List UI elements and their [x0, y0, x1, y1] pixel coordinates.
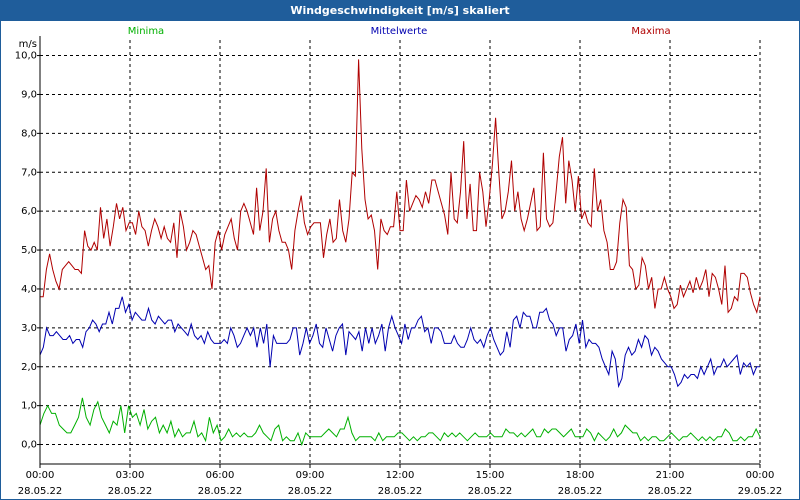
y-tick-label: 9,0: [21, 89, 37, 100]
x-tick-time-label: 00:00: [746, 470, 775, 481]
y-axis-unit-label: m/s: [19, 39, 37, 50]
series-line-minima: [39, 397, 761, 447]
y-tick-label: 8,0: [21, 128, 37, 139]
y-tick-label: 6,0: [21, 206, 37, 217]
x-tick-date-label: 28.05.22: [648, 486, 693, 497]
series-line-maxima: [40, 59, 761, 315]
x-tick-date-label: 28.05.22: [288, 486, 333, 497]
y-tick-label: 3,0: [21, 323, 37, 334]
x-tick-date-label: 28.05.22: [378, 486, 423, 497]
y-tick-label: 0,0: [21, 440, 37, 451]
x-tick-date-label: 28.05.22: [108, 486, 153, 497]
x-tick-time-label: 15:00: [476, 470, 505, 481]
x-tick-time-label: 06:00: [206, 470, 235, 481]
x-tick-time-label: 00:00: [26, 470, 55, 481]
y-tick-label: 2,0: [21, 362, 37, 373]
x-tick-date-label: 28.05.22: [198, 486, 243, 497]
x-tick-date-label: 28.05.22: [18, 486, 63, 497]
y-tick-label: 1,0: [21, 401, 37, 412]
legend-minima: Minima: [128, 26, 164, 37]
x-tick-date-label: 28.05.22: [468, 486, 513, 497]
x-tick-date-label: 29.05.22: [738, 486, 783, 497]
grid: [40, 40, 761, 464]
series-layer: [39, 59, 761, 447]
axes: 0,0 1,0 2,0 3,0 4,0 5,0 6,0 7,0 8,0 9,0 10,0m/s 00:…: [15, 36, 783, 497]
series-line-mittelwerte: [39, 296, 760, 389]
y-tick-label: 5,0: [21, 245, 37, 256]
x-tick-time-label: 12:00: [386, 470, 415, 481]
y-tick-label: 7,0: [21, 167, 37, 178]
chart-title: Windgeschwindigkeit [m/s] skaliert: [1, 1, 799, 21]
x-tick-time-label: 18:00: [566, 470, 595, 481]
wind-speed-chart: 0,0 1,0 2,0 3,0 4,0 5,0 6,0 7,0 8,0 9,0 10,0m/s 00:…: [15, 26, 783, 497]
x-tick-date-label: 28.05.22: [558, 486, 603, 497]
y-tick-label: 10,0: [15, 51, 37, 62]
x-tick-time-label: 03:00: [116, 470, 145, 481]
legend-maxima: Maxima: [631, 26, 670, 37]
legend: Minima Mittelwerte Maxima: [128, 26, 671, 37]
x-tick-time-label: 21:00: [656, 470, 685, 481]
y-tick-label: 4,0: [21, 284, 37, 295]
legend-mittelwerte: Mittelwerte: [371, 26, 428, 37]
x-tick-time-label: 09:00: [296, 470, 325, 481]
